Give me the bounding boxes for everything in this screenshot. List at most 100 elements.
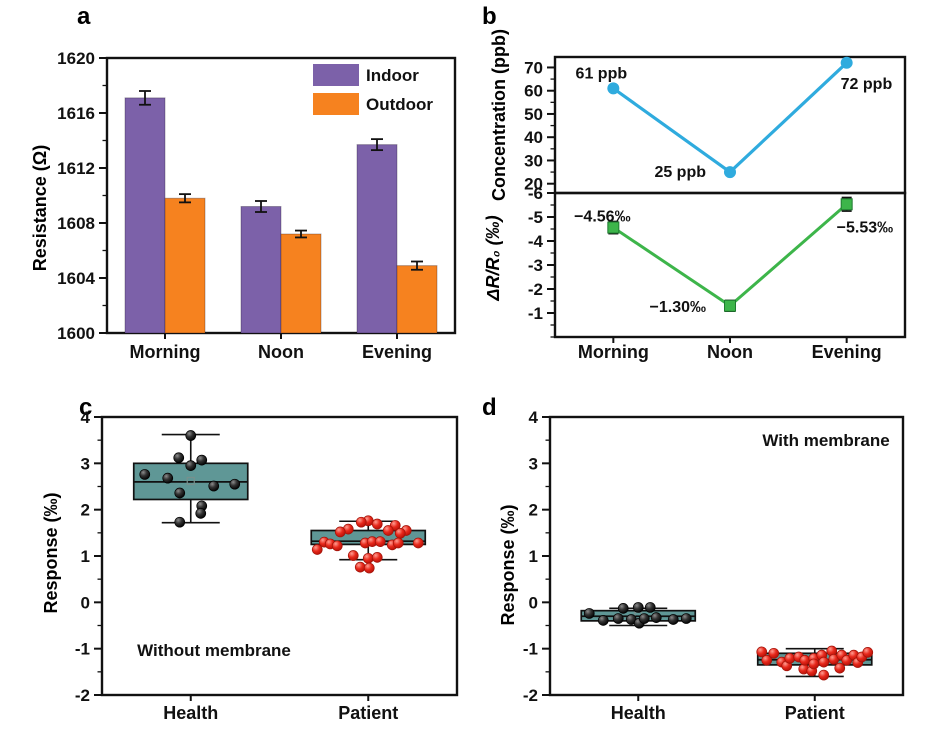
concentration-point-label: 25 ppb (654, 164, 706, 181)
response-point-evening (840, 198, 853, 211)
x-category-label: Patient (785, 703, 845, 723)
data-point-health (583, 608, 595, 619)
y-tick-label: 3 (529, 454, 538, 473)
data-point-health (185, 460, 197, 471)
data-point-health (632, 602, 644, 613)
data-point-health (139, 469, 151, 480)
y-tick-label: -1 (528, 304, 543, 323)
data-point-patient (799, 654, 811, 666)
panel-label-b: b (482, 3, 497, 30)
legend-swatch-indoor (313, 64, 359, 86)
legend-label-outdoor: Outdoor (366, 95, 433, 114)
y-tick-label: -4 (528, 232, 544, 251)
y-tick-label: 4 (81, 408, 91, 427)
y-tick-label: -2 (523, 686, 538, 705)
data-point-patient (363, 562, 375, 574)
data-point-patient (355, 516, 367, 528)
data-point-health (612, 613, 624, 624)
panel-label-d: d (482, 394, 497, 421)
concentration-point-label: 72 ppb (841, 76, 893, 93)
response-point-label: −1.30‰ (650, 299, 706, 316)
bar-indoor-noon (240, 206, 282, 334)
concentration-line (612, 61, 848, 175)
data-point-health (667, 614, 679, 625)
response-point-morning (607, 221, 620, 234)
data-point-patient (347, 550, 359, 561)
data-point-health (196, 454, 208, 466)
annotation-with-membrane: With membrane (762, 431, 889, 450)
y-tick-label: 0 (529, 593, 538, 612)
panel-label-c: c (79, 394, 93, 421)
data-point-patient (808, 658, 820, 670)
y-tick-label: 2 (529, 501, 538, 520)
y-tick-label: -6 (528, 184, 543, 203)
data-point-health (208, 480, 220, 492)
data-point-patient (761, 654, 773, 666)
y-tick-label: 40 (524, 128, 543, 147)
y-tick-label: 70 (524, 58, 543, 77)
x-category-label: Morning (578, 342, 649, 362)
y-tick-label: 50 (524, 105, 543, 124)
y-tick-label: 60 (524, 82, 543, 101)
data-point-patient (834, 662, 846, 674)
bar-indoor-morning (124, 97, 166, 334)
y-tick-label: 1600 (57, 324, 95, 343)
data-point-health (173, 452, 185, 464)
y-tick-label: 1 (81, 547, 90, 566)
data-point-patient (392, 537, 404, 549)
data-point-health (174, 516, 186, 528)
concentration-point-noon (724, 166, 736, 179)
concentration-point-morning (607, 82, 620, 95)
y-tick-label: 1620 (57, 49, 95, 68)
y-tick-label: 1608 (57, 214, 95, 233)
data-point-patient (371, 552, 383, 563)
x-category-label: Evening (362, 342, 432, 362)
bar-indoor-evening (356, 144, 398, 334)
data-point-health (638, 613, 650, 624)
concentration-point-label: 61 ppb (576, 65, 628, 82)
data-point-patient (818, 656, 830, 668)
y-tick-label: 20 (524, 175, 543, 194)
x-category-label: Patient (338, 703, 398, 723)
y-tick-label: 30 (524, 151, 543, 170)
data-point-health (650, 612, 662, 623)
concentration-point-evening (840, 56, 853, 69)
data-point-patient (862, 647, 874, 658)
x-category-label: Evening (812, 342, 882, 362)
data-point-patient (382, 525, 394, 536)
x-category-label: Noon (258, 342, 304, 362)
data-point-patient (818, 669, 830, 681)
y-tick-label: 1612 (57, 159, 95, 178)
annotation-without-membrane: Without membrane (137, 641, 291, 660)
response-line (612, 203, 848, 308)
bar-outdoor-noon (280, 233, 322, 334)
response-point-label: −5.53‰ (837, 219, 893, 236)
data-point-patient (354, 561, 366, 573)
y-tick-label: 1616 (57, 104, 95, 123)
data-point-health (644, 602, 656, 613)
data-point-patient (768, 647, 780, 659)
y-tick-label: -3 (528, 256, 543, 275)
data-point-health (195, 508, 207, 519)
y-tick-label: 2 (81, 501, 90, 520)
data-point-health (185, 430, 197, 441)
x-category-label: Morning (130, 342, 201, 362)
data-point-patient (334, 526, 346, 538)
data-point-patient (784, 653, 796, 664)
x-category-label: Noon (707, 342, 753, 362)
y-tick-label: -2 (528, 280, 543, 299)
data-point-patient (756, 646, 768, 658)
y-tick-label: 3 (81, 454, 90, 473)
data-point-patient (371, 518, 383, 530)
data-point-health (229, 478, 241, 490)
legend-swatch-outdoor (313, 93, 359, 115)
y-tick-label: -2 (75, 686, 90, 705)
y-tick-label: -1 (75, 640, 90, 659)
data-point-health (617, 603, 629, 614)
y-tick-label: 1 (529, 547, 538, 566)
data-point-health (174, 487, 186, 499)
data-point-patient (311, 544, 323, 555)
y-tick-label: 4 (529, 408, 539, 427)
